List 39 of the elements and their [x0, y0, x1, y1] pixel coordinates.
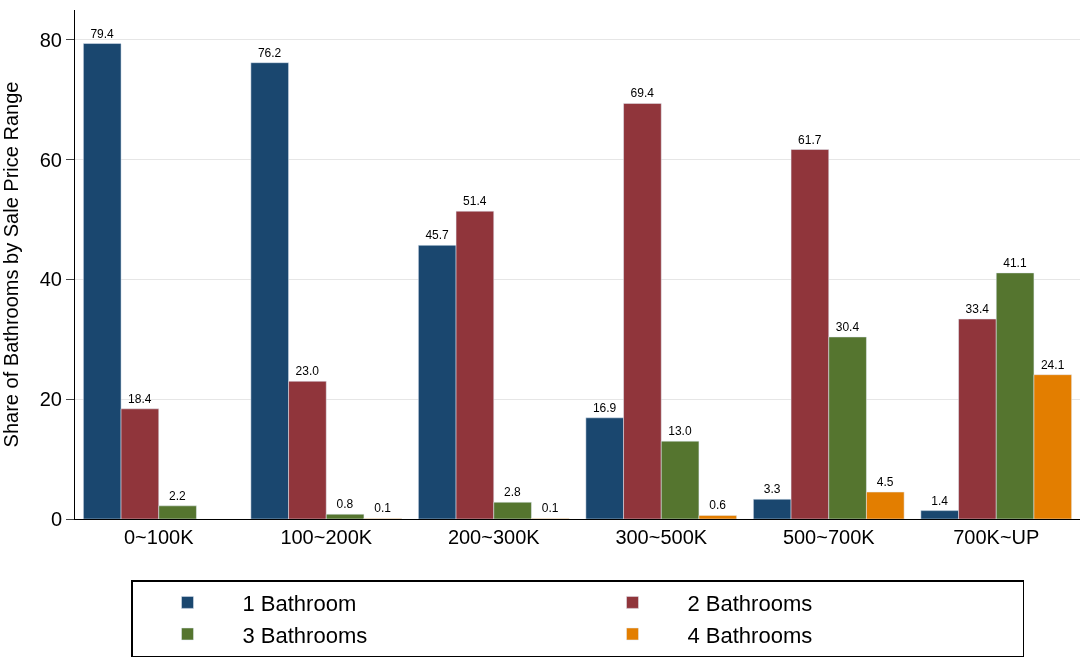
data-label: 13.0 [668, 424, 692, 439]
y-tick-label: 40 [39, 268, 62, 291]
y-tick-label: 60 [39, 148, 62, 171]
data-label: 1.4 [931, 493, 949, 508]
x-tick-label: 300~500K [615, 526, 708, 548]
data-label: 33.4 [965, 301, 990, 316]
y-tick-label: 20 [39, 388, 62, 411]
legend-label: 1 Bathroom [242, 590, 357, 616]
y-tick-label: 80 [39, 28, 62, 51]
y-axis-title: Share of Bathrooms by Sale Price Range [0, 81, 23, 448]
data-label: 79.4 [90, 26, 115, 41]
x-tick-label: 200~300K [447, 526, 541, 548]
data-label: 41.1 [1003, 255, 1027, 270]
x-tick-label: 700K~UP [953, 526, 1040, 548]
data-label: 3.3 [763, 482, 781, 497]
data-label: 2.8 [504, 485, 522, 500]
data-label: 69.4 [630, 86, 655, 101]
legend-label: 4 Bathrooms [687, 622, 813, 648]
data-label: 76.2 [257, 45, 282, 60]
data-label: 0.6 [709, 498, 727, 513]
data-label: 30.4 [835, 319, 860, 334]
data-label: 0.1 [541, 501, 559, 516]
y-tick-label: 0 [50, 508, 62, 530]
x-tick-label: 100~200K [280, 526, 373, 548]
data-label: 4.5 [876, 475, 894, 490]
legend-label: 2 Bathrooms [687, 590, 813, 616]
data-label: 23.0 [295, 364, 320, 379]
x-tick-label: 500~700K [782, 526, 876, 548]
x-tick-label: 0~100K [123, 526, 195, 548]
data-label: 61.7 [798, 132, 822, 147]
data-label: 0.8 [336, 497, 354, 512]
data-label: 51.4 [463, 194, 487, 209]
legend-label: 3 Bathrooms [242, 622, 368, 648]
data-label: 45.7 [425, 228, 450, 243]
data-label: 16.9 [592, 400, 617, 415]
data-label: 24.1 [1040, 357, 1065, 372]
data-label: 2.2 [169, 488, 187, 503]
data-label: 18.4 [128, 391, 152, 406]
data-label: 0.1 [374, 501, 392, 516]
